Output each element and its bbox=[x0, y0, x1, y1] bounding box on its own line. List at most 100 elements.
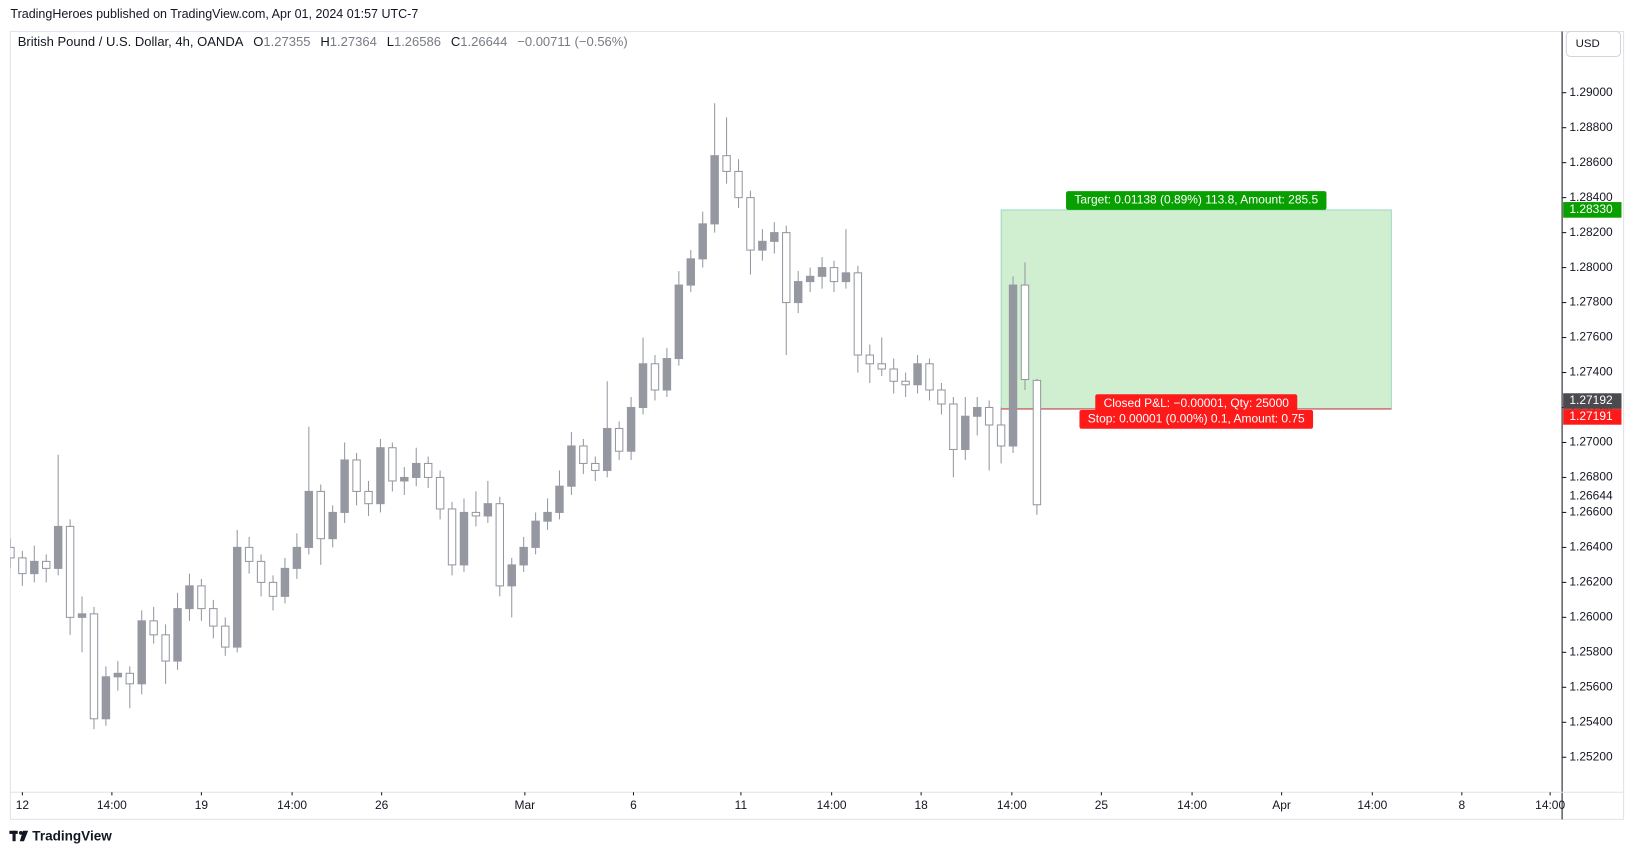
candle-body bbox=[423, 462, 433, 478]
legend-value: 1.27364 bbox=[330, 34, 377, 49]
candle-body bbox=[149, 620, 158, 636]
x-tick-label: 8 bbox=[1458, 798, 1465, 812]
candle-body bbox=[113, 672, 123, 678]
price-badge-label: 1.27192 bbox=[1569, 393, 1613, 407]
legend-value: 1.26586 bbox=[394, 34, 441, 49]
target-zone bbox=[1000, 209, 1392, 410]
candle-body bbox=[996, 424, 1006, 447]
candle-body bbox=[937, 389, 946, 405]
candle-body bbox=[567, 445, 576, 487]
candle-body bbox=[256, 560, 266, 583]
legend-key: O bbox=[253, 34, 263, 49]
logo-part bbox=[18, 830, 23, 835]
legend-symbol: British Pound / U.S. Dollar, 4h, OANDA bbox=[18, 34, 244, 49]
y-tick-label: 1.28800 bbox=[1569, 120, 1613, 134]
x-tick-label: 14:00 bbox=[817, 798, 847, 812]
y-tick-label: 1.25600 bbox=[1569, 679, 1613, 693]
candle-body bbox=[674, 284, 684, 360]
candle-body bbox=[949, 403, 958, 450]
y-tick-label: 1.25800 bbox=[1569, 645, 1613, 659]
y-tick-label: 1.28600 bbox=[1569, 155, 1613, 169]
candle-body bbox=[841, 272, 851, 283]
y-tick-label: 1.27000 bbox=[1569, 435, 1613, 449]
position-label: Closed P&L: −0.00001, Qty: 25000 bbox=[1104, 396, 1290, 410]
candle-body bbox=[42, 560, 51, 569]
legend: British Pound / U.S. Dollar, 4h, OANDA O… bbox=[18, 34, 628, 49]
candle-body bbox=[483, 503, 493, 517]
candle-body bbox=[579, 445, 588, 464]
candle-body bbox=[829, 267, 839, 283]
candle-body bbox=[519, 546, 528, 566]
footer-logo bbox=[9, 830, 29, 842]
candle-body bbox=[471, 511, 481, 517]
footer-brand: TradingView bbox=[32, 829, 112, 844]
candle-body bbox=[232, 546, 242, 648]
plot-area bbox=[10, 103, 1392, 730]
candle-body bbox=[280, 567, 290, 597]
candle-body bbox=[1032, 379, 1042, 506]
candle-body bbox=[137, 620, 146, 685]
candle-body bbox=[197, 585, 206, 610]
x-tick-label: 14:00 bbox=[97, 798, 127, 812]
candle-body bbox=[722, 155, 731, 172]
candle-body bbox=[173, 608, 182, 662]
candle-body bbox=[376, 447, 385, 505]
candle-body bbox=[101, 676, 111, 720]
candle-body bbox=[805, 275, 815, 283]
candle-body bbox=[662, 358, 672, 391]
y-tick-label: 1.29000 bbox=[1569, 85, 1613, 99]
currency-button-box[interactable] bbox=[1565, 30, 1621, 58]
currency-label[interactable]: USD bbox=[1576, 38, 1600, 50]
price-badge bbox=[1563, 393, 1622, 409]
price-badge-label: 1.26644 bbox=[1569, 489, 1613, 503]
candle-body bbox=[185, 585, 194, 610]
logo-part bbox=[12, 830, 16, 842]
y-tick-label: 1.25400 bbox=[1569, 714, 1613, 728]
y-tick-label: 1.26400 bbox=[1569, 540, 1613, 554]
candle-body bbox=[30, 560, 39, 575]
candle-body bbox=[865, 354, 875, 365]
candle-body bbox=[292, 546, 302, 569]
candle-body bbox=[961, 415, 970, 450]
candle-body bbox=[53, 525, 63, 569]
candle-body bbox=[161, 634, 170, 662]
candle-body bbox=[1008, 284, 1018, 447]
candle-body bbox=[328, 511, 337, 540]
candle-body bbox=[602, 427, 612, 471]
candle-body bbox=[412, 462, 421, 478]
published-note: TradingHeroes published on TradingView.c… bbox=[10, 7, 418, 21]
y-tick-label: 1.28000 bbox=[1569, 260, 1613, 274]
x-tick-label: 12 bbox=[16, 798, 30, 812]
candle-body bbox=[10, 546, 15, 559]
candle-body bbox=[435, 476, 445, 510]
candle-body bbox=[447, 508, 457, 566]
y-tick-label: 1.27600 bbox=[1569, 330, 1613, 344]
candle-body bbox=[507, 564, 516, 587]
candle-body bbox=[388, 447, 397, 482]
candle-body bbox=[638, 363, 648, 409]
price-axis: 1.25200 1.25400 1.25600 1.25800 1.26000 1.262… bbox=[1562, 85, 1613, 763]
x-tick-label: 18 bbox=[914, 798, 928, 812]
price-badge bbox=[1563, 202, 1622, 218]
candle-body bbox=[889, 368, 898, 382]
candle-body bbox=[925, 363, 934, 391]
x-tick-label: 11 bbox=[735, 798, 748, 812]
candle-body bbox=[698, 223, 707, 260]
currency-button[interactable]: USD bbox=[1565, 30, 1621, 58]
price-badge-label: 1.28330 bbox=[1569, 202, 1613, 216]
legend-key: C bbox=[451, 34, 460, 49]
chart-frame bbox=[9, 30, 1625, 820]
y-tick-label: 1.28200 bbox=[1569, 225, 1613, 239]
x-tick-label: 14:00 bbox=[1177, 798, 1207, 812]
candle-body bbox=[793, 281, 803, 304]
position-label-box bbox=[1095, 394, 1298, 414]
candle-body bbox=[758, 240, 767, 251]
candle-body bbox=[340, 459, 349, 513]
candle-body bbox=[650, 363, 660, 391]
candle-body bbox=[268, 581, 278, 597]
candle-body bbox=[686, 258, 695, 286]
candle-body bbox=[304, 490, 314, 548]
legend-value: 1.26644 bbox=[460, 34, 507, 49]
